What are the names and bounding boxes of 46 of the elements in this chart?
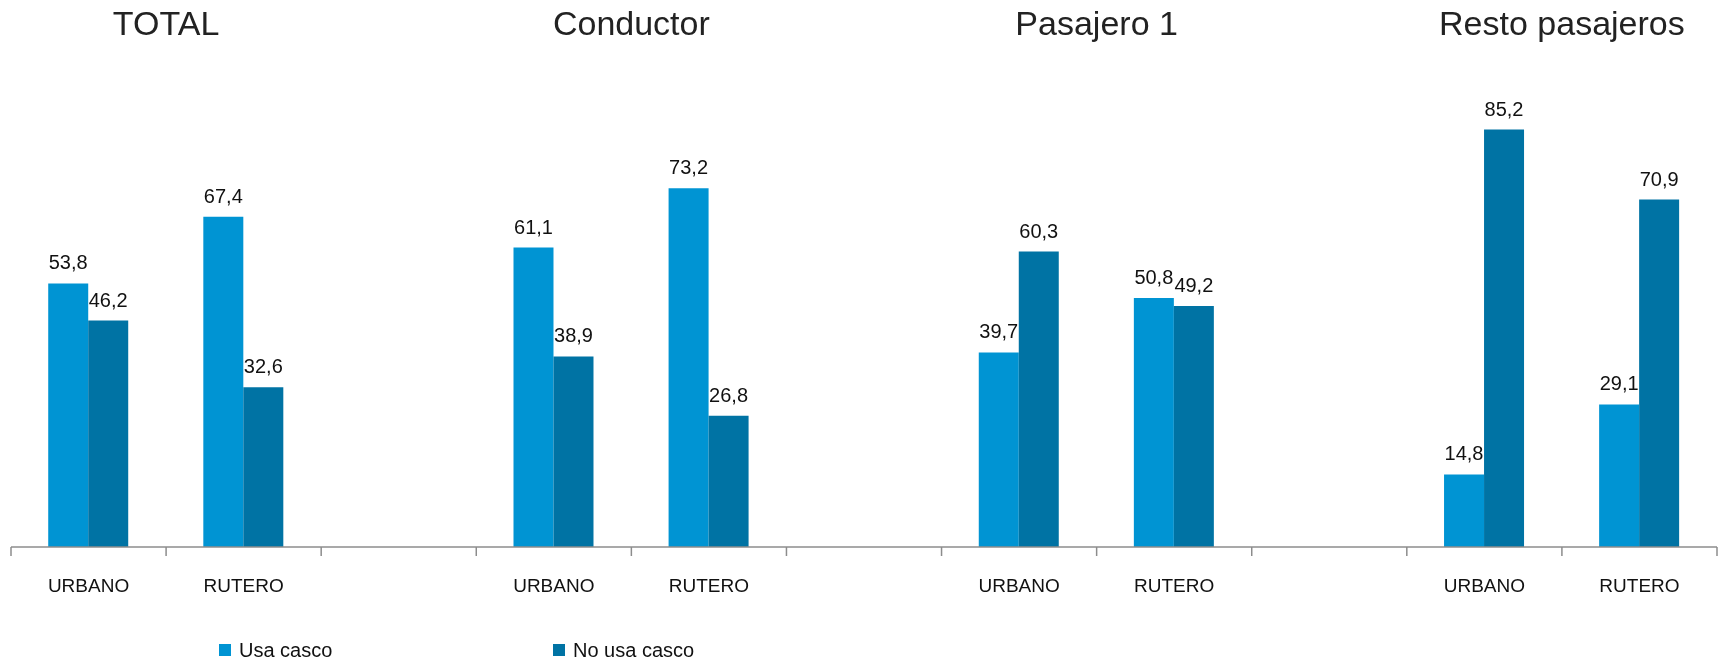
data-label: 60,3 bbox=[1019, 219, 1059, 242]
data-label: 73,2 bbox=[669, 156, 709, 179]
x-tick-label: URBANO bbox=[513, 575, 595, 596]
bar bbox=[668, 188, 709, 547]
bar bbox=[553, 356, 594, 547]
text: Conductor bbox=[552, 3, 710, 43]
bar bbox=[1599, 404, 1640, 547]
bar bbox=[88, 320, 129, 547]
x-tick-label: RUTERO bbox=[203, 575, 284, 596]
data-label: 70,9 bbox=[1639, 167, 1679, 190]
data-label: 67,4 bbox=[203, 184, 243, 207]
data-label: 53,8 bbox=[48, 251, 88, 274]
bar bbox=[203, 216, 244, 547]
legend-label: Usa casco bbox=[239, 638, 333, 661]
x-tick-label: RUTERO bbox=[1134, 575, 1215, 596]
data-label: 46,2 bbox=[88, 288, 128, 311]
bar bbox=[1639, 199, 1680, 547]
data-label: 85,2 bbox=[1484, 97, 1524, 120]
data-label: 39,7 bbox=[979, 320, 1019, 343]
bar bbox=[1484, 129, 1525, 547]
data-label: 29,1 bbox=[1599, 372, 1639, 395]
bar bbox=[1444, 474, 1485, 547]
bar bbox=[1173, 305, 1214, 547]
data-label: 32,6 bbox=[243, 355, 283, 378]
bar bbox=[978, 352, 1019, 547]
text: TOTAL bbox=[112, 3, 220, 43]
text: Pasajero 1 bbox=[1015, 3, 1178, 43]
bar bbox=[243, 387, 284, 547]
x-tick-label: RUTERO bbox=[668, 575, 750, 596]
x-tick-label: RUTERO bbox=[1599, 575, 1680, 596]
data-label: 26,8 bbox=[709, 383, 749, 406]
bar bbox=[1018, 251, 1059, 547]
bar bbox=[708, 415, 749, 547]
data-label: 49,2 bbox=[1174, 273, 1214, 296]
data-label: 38,9 bbox=[554, 324, 593, 347]
x-tick-label: URBANO bbox=[1443, 575, 1526, 596]
data-label: 14,8 bbox=[1444, 442, 1484, 465]
bar bbox=[1133, 298, 1174, 547]
data-label: 61,1 bbox=[514, 215, 553, 238]
x-tick-label: URBANO bbox=[978, 575, 1060, 596]
text: Resto pasajeros bbox=[1439, 3, 1685, 43]
data-label: 50,8 bbox=[1134, 266, 1174, 289]
bar bbox=[513, 247, 554, 547]
legend-label: No usa casco bbox=[573, 638, 695, 661]
bar bbox=[48, 283, 89, 547]
x-tick-label: URBANO bbox=[47, 575, 130, 596]
